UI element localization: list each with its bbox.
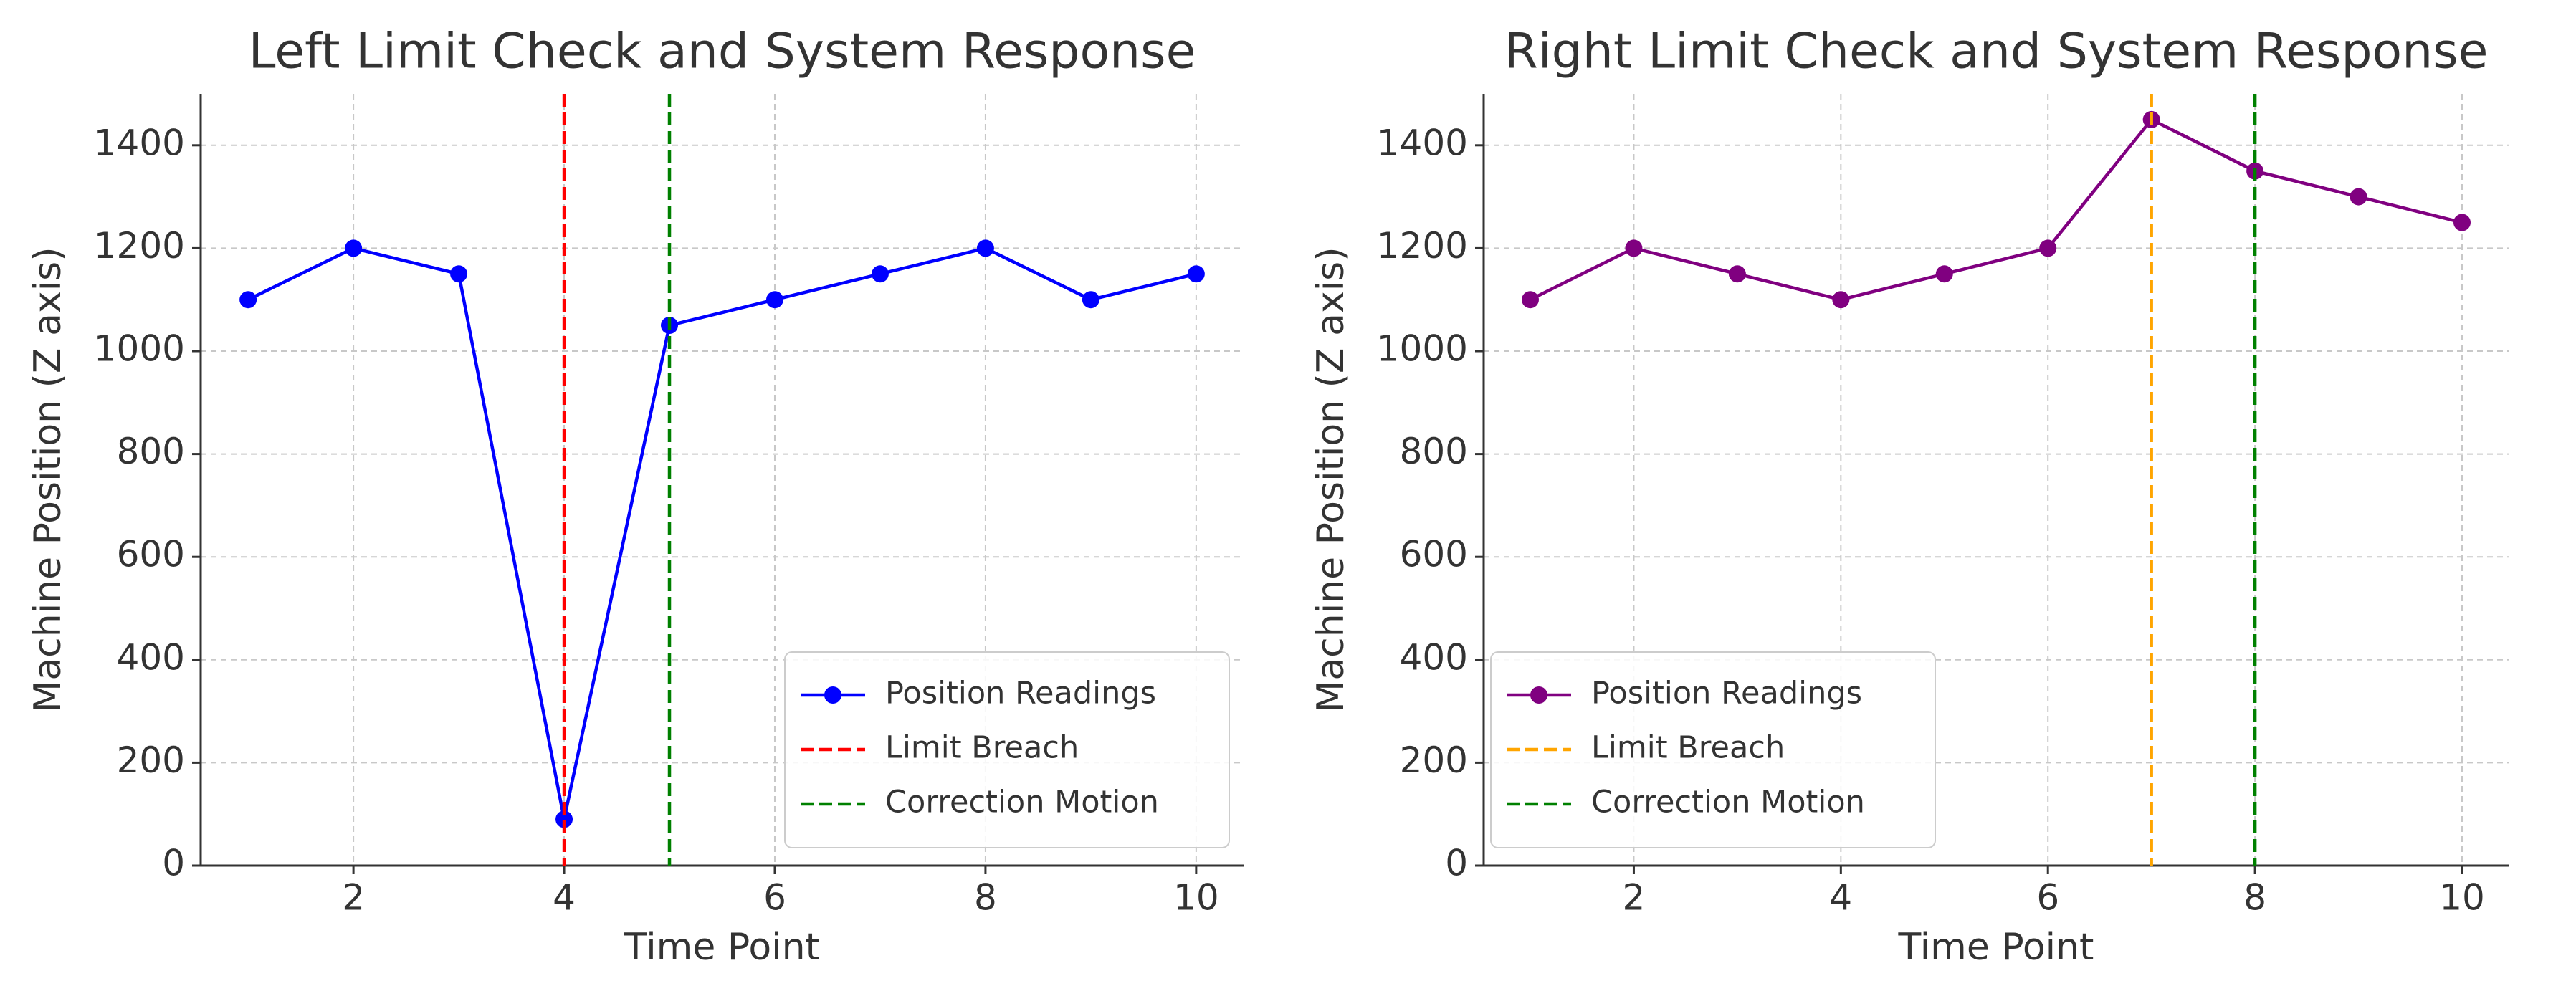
- chart-title: Right Limit Check and System Response: [1504, 24, 2489, 80]
- x-axis-label: Time Point: [1898, 926, 2094, 969]
- legend-marker: [1530, 686, 1547, 704]
- y-tick-label: 1400: [1377, 122, 1468, 163]
- x-tick-label: 4: [553, 877, 576, 919]
- chart-title: Left Limit Check and System Response: [249, 24, 1196, 80]
- y-tick-label: 400: [1400, 636, 1468, 678]
- legend-label: Limit Breach: [885, 730, 1079, 766]
- y-axis-label: Machine Position (Z axis): [1310, 246, 1353, 712]
- data-point: [555, 810, 573, 828]
- y-tick-label: 600: [117, 534, 185, 575]
- legend-label: Correction Motion: [885, 785, 1159, 820]
- y-tick-label: 800: [1400, 431, 1468, 472]
- legend-box: [784, 651, 1230, 848]
- x-tick-label: 8: [974, 877, 997, 919]
- chart: Left Limit Check and System Response 0 200…: [27, 24, 1244, 969]
- data-point: [1187, 265, 1205, 283]
- series-line: [247, 246, 1197, 820]
- x-tick-label: 8: [2243, 877, 2266, 919]
- x-tick-label: 6: [2036, 877, 2059, 919]
- data-point: [450, 265, 468, 283]
- data-point: [1082, 291, 1099, 309]
- x-tick-label: 4: [1829, 877, 1852, 919]
- legend-box: [1490, 651, 1936, 848]
- y-tick-label: 600: [1400, 534, 1468, 575]
- data-point: [239, 291, 257, 309]
- x-tick-label: 2: [342, 877, 365, 919]
- y-tick-label: 400: [117, 636, 185, 678]
- y-tick-label: 800: [117, 431, 185, 472]
- x-axis-label: Time Point: [624, 926, 820, 969]
- x-tick-label: 10: [1173, 877, 1219, 919]
- legend-marker: [824, 686, 841, 704]
- y-tick-label: 0: [1445, 843, 1468, 884]
- data-point: [1935, 265, 1953, 283]
- data-point: [345, 239, 363, 257]
- data-point: [1832, 291, 1850, 309]
- series-line: [1529, 118, 2463, 302]
- chart: Right Limit Check and System Response 0 20…: [1310, 24, 2509, 969]
- y-tick-label: 1000: [1377, 328, 1468, 370]
- x-tick-label: 10: [2439, 877, 2485, 919]
- data-point: [2039, 239, 2057, 257]
- y-tick-label: 1000: [94, 328, 185, 370]
- y-tick-label: 1200: [94, 225, 185, 267]
- legend-label: Position Readings: [1591, 676, 1862, 712]
- data-point: [2453, 214, 2471, 231]
- data-point: [976, 239, 994, 257]
- data-point: [765, 291, 783, 309]
- data-point: [871, 265, 889, 283]
- y-tick-label: 1400: [94, 122, 185, 163]
- data-point: [2350, 188, 2367, 206]
- legend-label: Position Readings: [885, 676, 1156, 712]
- x-tick-label: 2: [1623, 877, 1646, 919]
- y-tick-label: 200: [1400, 739, 1468, 781]
- x-tick-label: 6: [763, 877, 786, 919]
- y-tick-label: 1200: [1377, 225, 1468, 267]
- data-point: [1625, 239, 1643, 257]
- data-point: [1522, 291, 1539, 309]
- data-point: [1728, 265, 1746, 283]
- y-tick-label: 200: [117, 739, 185, 781]
- legend-label: Limit Breach: [1591, 730, 1785, 766]
- y-axis-label: Machine Position (Z axis): [27, 246, 70, 712]
- legend-label: Correction Motion: [1591, 785, 1865, 820]
- y-tick-label: 0: [162, 843, 185, 884]
